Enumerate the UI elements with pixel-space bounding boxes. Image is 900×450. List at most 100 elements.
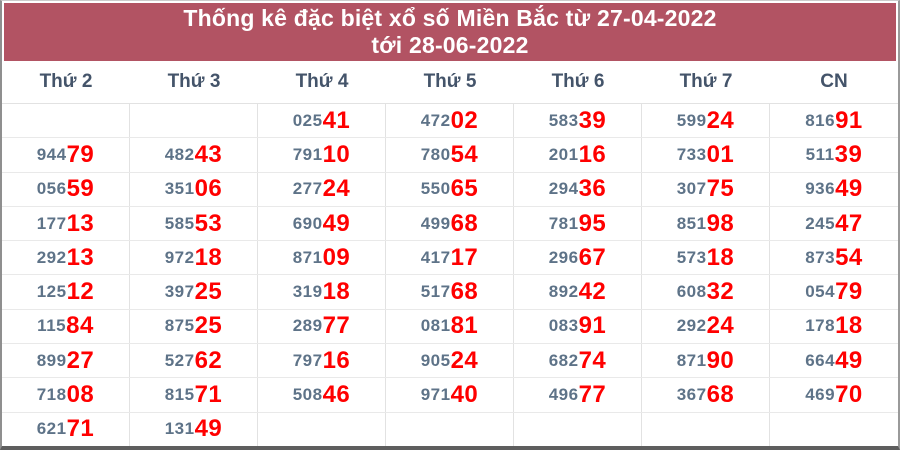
digit-prefix: 417 [420, 247, 451, 267]
digit-suffix: 46 [322, 381, 351, 409]
result-cell: 892 42 [514, 275, 642, 309]
digit-prefix: 971 [420, 385, 451, 405]
digit-suffix: 27 [66, 346, 95, 374]
result-cell: 289 77 [258, 309, 386, 344]
digit-suffix: 24 [450, 346, 479, 374]
digit-prefix: 851 [676, 213, 707, 233]
result-cell: 083 91 [514, 309, 642, 344]
digit-suffix: 18 [706, 243, 735, 271]
weekday-header: Thứ 2 [39, 71, 93, 92]
digit-suffix: 24 [322, 175, 351, 203]
digit-prefix: 201 [548, 144, 579, 164]
digit-suffix: 67 [578, 243, 607, 271]
digit-prefix: 599 [676, 110, 707, 130]
table-row: 125 12 397 25 319 18 517 68 892 42 608 32 054 79 [2, 275, 898, 310]
digit-suffix: 71 [194, 381, 223, 409]
result-cell: 472 02 [386, 104, 514, 138]
digit-suffix: 39 [578, 106, 607, 134]
digit-suffix: 81 [450, 312, 479, 340]
result-cell [642, 412, 770, 446]
digit-prefix: 472 [420, 110, 451, 130]
result-cell: 690 49 [258, 206, 386, 241]
digit-suffix: 54 [450, 140, 479, 168]
result-cell: 972 18 [130, 241, 258, 275]
result-cell: 621 71 [2, 412, 130, 446]
digit-prefix: 319 [292, 282, 323, 302]
digit-suffix: 91 [835, 106, 863, 134]
digit-suffix: 62 [194, 346, 223, 374]
result-cell: 296 67 [514, 241, 642, 275]
digit-suffix: 54 [835, 243, 863, 271]
result-cell: 527 62 [130, 344, 258, 378]
digit-prefix: 499 [420, 213, 451, 233]
result-cell: 025 41 [258, 104, 386, 138]
digit-suffix: 68 [706, 381, 735, 409]
result-cell: 780 54 [386, 138, 514, 172]
result-cell: 781 95 [514, 206, 642, 241]
digit-prefix: 781 [548, 213, 579, 233]
results-grid: 025 41 472 02 583 39 599 24 816 91 944 79 482 43 791 10… [2, 103, 898, 446]
result-cell: 294 36 [514, 172, 642, 206]
digit-suffix: 95 [578, 209, 607, 237]
digit-prefix: 115 [37, 316, 67, 336]
result-cell: 599 24 [642, 104, 770, 138]
digit-suffix: 01 [706, 140, 735, 168]
result-cell: 815 71 [130, 378, 258, 412]
result-cell: 871 09 [258, 241, 386, 275]
result-cell: 718 08 [2, 378, 130, 412]
table-row: 177 13 585 53 690 49 499 68 781 95 851 98 245 47 [2, 206, 898, 242]
weekday-header: Thứ 4 [295, 71, 349, 92]
digit-prefix: 292 [36, 247, 67, 267]
digit-suffix: 10 [322, 140, 351, 168]
digit-prefix: 511 [805, 144, 835, 164]
digit-prefix: 083 [548, 316, 579, 336]
digit-suffix: 59 [66, 175, 95, 203]
digit-suffix: 65 [450, 175, 479, 203]
result-cell: 585 53 [130, 206, 258, 241]
digit-suffix: 98 [706, 209, 735, 237]
digit-prefix: 351 [164, 179, 195, 199]
weekday-header: Thứ 5 [423, 71, 477, 92]
weekday-header-row: Thứ 2 Thứ 3 Thứ 4 Thứ 5 Thứ 6 Thứ 7 CN [2, 61, 898, 103]
result-cell: 351 06 [130, 172, 258, 206]
digit-suffix: 68 [450, 278, 479, 306]
digit-prefix: 056 [36, 179, 67, 199]
digit-prefix: 307 [676, 179, 707, 199]
result-cell: 417 17 [386, 241, 514, 275]
digit-prefix: 550 [420, 179, 451, 199]
result-cell: 054 79 [770, 275, 898, 308]
result-cell: 081 81 [386, 309, 514, 344]
result-cell: 816 91 [770, 104, 898, 137]
digit-prefix: 496 [548, 385, 579, 405]
result-cell: 499 68 [386, 206, 514, 241]
result-cell: 797 16 [258, 344, 386, 378]
digit-prefix: 177 [36, 213, 67, 233]
digit-suffix: 79 [66, 140, 95, 168]
digit-suffix: 90 [706, 346, 735, 374]
digit-prefix: 482 [164, 144, 195, 164]
result-cell: 115 84 [2, 309, 130, 344]
digit-suffix: 74 [578, 346, 607, 374]
weekday-header: Thứ 6 [551, 71, 605, 92]
digit-suffix: 49 [835, 346, 863, 374]
digit-suffix: 49 [322, 209, 351, 237]
digit-suffix: 25 [194, 312, 223, 340]
digit-prefix: 289 [292, 316, 323, 336]
digit-suffix: 42 [578, 278, 607, 306]
digit-suffix: 16 [322, 346, 351, 374]
table-row: 292 13 972 18 871 09 417 17 296 67 573 18 873 54 [2, 241, 898, 276]
page-title: Thống kê đặc biệt xổ số Miền Bắc từ 27-0… [183, 5, 717, 31]
result-cell: 277 24 [258, 172, 386, 206]
digit-suffix: 40 [450, 381, 479, 409]
digit-prefix: 875 [164, 316, 195, 336]
digit-suffix: 18 [194, 243, 223, 271]
digit-suffix: 08 [66, 381, 95, 409]
result-cell: 397 25 [130, 275, 258, 309]
result-cell: 469 70 [770, 378, 898, 411]
result-cell: 131 49 [130, 412, 258, 446]
result-cell [386, 412, 514, 446]
digit-suffix: 43 [194, 140, 223, 168]
digit-suffix: 32 [706, 278, 735, 306]
digit-prefix: 245 [805, 213, 836, 233]
